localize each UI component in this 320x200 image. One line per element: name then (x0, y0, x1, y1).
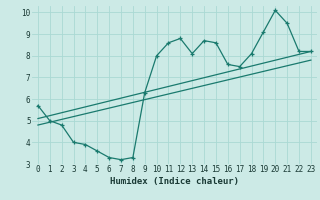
X-axis label: Humidex (Indice chaleur): Humidex (Indice chaleur) (110, 177, 239, 186)
